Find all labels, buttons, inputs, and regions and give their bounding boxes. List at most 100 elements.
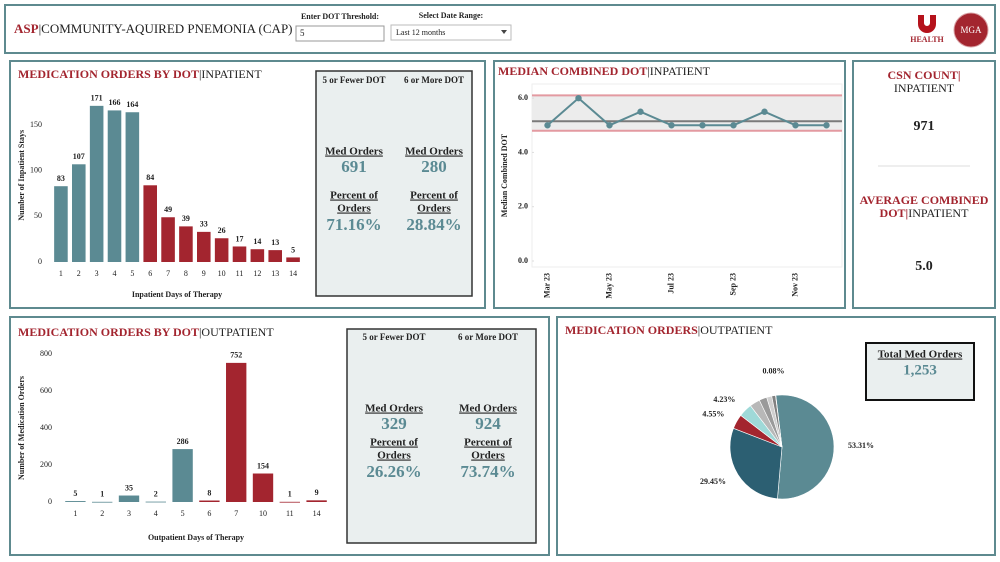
logo-u xyxy=(918,15,936,33)
bar-value-label: 164 xyxy=(126,100,138,109)
bar xyxy=(286,257,300,262)
chart-title: MEDIAN COMBINED DOT xyxy=(498,64,647,78)
x-tick-label: Nov 23 xyxy=(790,273,799,297)
x-tick-label: Sep 23 xyxy=(728,273,737,295)
pie-slice xyxy=(775,395,783,448)
bar xyxy=(161,217,175,262)
panel xyxy=(852,60,996,309)
percent-label: Percent of xyxy=(330,190,378,202)
percent-label: Orders xyxy=(337,203,371,215)
y-axis-label: Number of Medication Orders xyxy=(17,376,26,480)
y-tick-label: 600 xyxy=(40,386,52,395)
bar-value-label: 1 xyxy=(288,490,292,499)
y-axis-label: Median Combined DOT xyxy=(500,133,509,217)
bar-value-label: 26 xyxy=(218,226,226,235)
bar xyxy=(118,495,140,502)
bar xyxy=(232,246,247,262)
bar-value-label: 5 xyxy=(73,489,77,498)
bar-value-label: 286 xyxy=(177,437,189,446)
x-tick-label: 14 xyxy=(289,269,297,278)
threshold-input[interactable] xyxy=(295,25,385,42)
x-tick-label: 7 xyxy=(234,509,238,518)
pie-value-label: 53.31% xyxy=(848,441,874,450)
pie-value-label: 4.23% xyxy=(713,395,735,404)
header-title-prefix: ASP xyxy=(14,21,39,36)
x-tick-label: Jul 23 xyxy=(666,273,675,294)
bar-value-label: 35 xyxy=(125,483,133,492)
logo-text: HEALTH xyxy=(910,35,944,44)
x-tick-label: 3 xyxy=(95,269,99,278)
column-header: 6 or More DOT xyxy=(458,332,518,342)
point xyxy=(761,108,768,115)
x-tick-label: May 23 xyxy=(604,273,613,299)
bar xyxy=(72,164,86,262)
bar xyxy=(107,110,122,262)
x-tick-label: 10 xyxy=(218,269,226,278)
date-dropdown[interactable] xyxy=(390,24,512,41)
bar-value-label: 154 xyxy=(257,461,269,470)
bar-value-label: 84 xyxy=(146,173,154,182)
kpi-title-line: DOT|INPATIENT xyxy=(880,206,970,220)
x-tick-label: 4 xyxy=(113,269,117,278)
bar-value-label: 752 xyxy=(230,351,242,360)
med-orders-value: 280 xyxy=(421,157,447,176)
kpi-title: AVERAGE COMBINED xyxy=(860,193,989,207)
chart-title-line: MEDIAN COMBINED DOT|INPATIENT xyxy=(498,64,711,78)
bar xyxy=(279,501,300,503)
x-axis-label: Outpatient Days of Therapy xyxy=(148,533,244,542)
y-tick-label: 0 xyxy=(48,497,52,506)
bar-value-label: 39 xyxy=(182,214,190,223)
bar-value-label: 8 xyxy=(207,488,211,497)
total-value: 1,253 xyxy=(903,362,937,378)
x-tick-label: Mar 23 xyxy=(542,273,551,298)
bar-value-label: 83 xyxy=(57,174,65,183)
chart-subtitle: |OUTPATIENT xyxy=(698,323,773,337)
med-orders-label: Med Orders xyxy=(405,146,463,158)
y-tick-label: 2.0 xyxy=(518,202,528,211)
header-title-main: |COMMUNITY-AQUIRED PNEMONIA (CAP) xyxy=(39,21,293,36)
point xyxy=(823,122,830,129)
kpi-subtitle: INPATIENT xyxy=(908,206,969,220)
x-tick-label: 11 xyxy=(286,509,294,518)
x-tick-label: 2 xyxy=(77,269,81,278)
y-tick-label: 50 xyxy=(34,211,42,220)
bar xyxy=(125,112,140,263)
x-tick-label: 13 xyxy=(271,269,279,278)
line xyxy=(546,96,827,127)
threshold-value: 5 xyxy=(300,28,305,38)
x-axis-label: Inpatient Days of Therapy xyxy=(132,290,222,299)
chart-subtitle: |INPATIENT xyxy=(199,67,262,81)
bar xyxy=(65,501,86,502)
y-tick-label: 100 xyxy=(30,166,42,175)
med-orders-label: Med Orders xyxy=(325,146,383,158)
bar-value-label: 17 xyxy=(236,234,244,243)
y-tick-label: 6.0 xyxy=(518,93,528,102)
header-title: ASP|COMMUNITY-AQUIRED PNEMONIA (CAP) xyxy=(14,21,293,36)
bar xyxy=(172,449,193,502)
x-tick-label: 1 xyxy=(59,269,63,278)
summary-box xyxy=(315,70,473,297)
pie-value-label: 29.45% xyxy=(700,477,726,486)
x-tick-label: 5 xyxy=(130,269,134,278)
point xyxy=(606,122,613,129)
logo-circle xyxy=(953,12,989,48)
percent-label: Orders xyxy=(417,203,451,215)
date-label: Select Date Range: xyxy=(419,11,483,20)
chart-title: MEDICATION ORDERS BY DOT xyxy=(18,325,199,339)
kpi-subtitle: INPATIENT xyxy=(894,81,955,95)
chart-subtitle: |OUTPATIENT xyxy=(199,325,274,339)
threshold-label: Enter DOT Threshold: xyxy=(301,12,379,21)
bar-value-label: 2 xyxy=(154,489,158,498)
y-tick-label: 800 xyxy=(40,349,52,358)
x-tick-label: 11 xyxy=(236,269,244,278)
bar xyxy=(92,501,113,503)
x-tick-label: 6 xyxy=(207,509,211,518)
bar xyxy=(214,238,229,262)
point xyxy=(699,122,706,129)
bar xyxy=(197,231,211,262)
point xyxy=(575,94,582,102)
med-orders-label: Med Orders xyxy=(459,403,517,415)
percent-value: 73.74% xyxy=(460,462,515,481)
bar-value-label: 166 xyxy=(109,98,121,107)
